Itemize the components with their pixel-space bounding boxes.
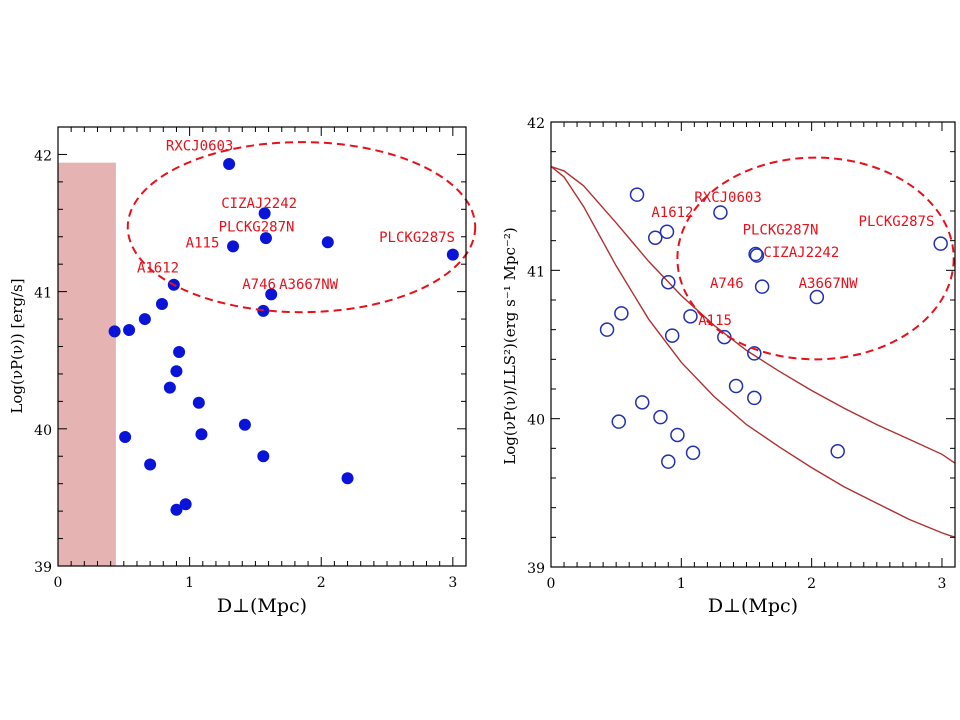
data-point (446, 248, 459, 261)
data-point (238, 418, 251, 431)
cluster-label: A746 (242, 277, 276, 293)
x-tick-label: 1 (677, 576, 686, 592)
shaded-region (58, 162, 116, 566)
cluster-label: RXCJ0603 (166, 138, 233, 154)
y-tick-label: 41 (527, 264, 545, 280)
y-tick-label: 42 (527, 116, 545, 132)
data-point (685, 445, 701, 461)
data-point (659, 224, 675, 240)
x-tick-label: 3 (448, 575, 457, 591)
cluster-label: PLCKG287S (379, 230, 455, 246)
cluster-label: RXCJ0603 (694, 190, 761, 206)
data-point (108, 325, 121, 338)
data-point (257, 450, 270, 463)
cluster-label: CIZAJ2242 (763, 245, 839, 261)
cluster-label: A3667NW (799, 276, 859, 292)
dashed-ellipse (126, 141, 477, 314)
data-point (341, 472, 354, 485)
data-point (170, 365, 183, 378)
y-tick-label: 40 (34, 423, 52, 439)
cluster-label: PLCKG287S (859, 214, 935, 230)
data-point (670, 427, 685, 443)
data-point (664, 328, 680, 343)
cluster-label: PLCKG287N (743, 223, 819, 239)
dashed-ellipse (676, 156, 955, 361)
x-axis-title: D⊥(Mpc) (708, 595, 798, 617)
cluster-label: A3667NW (279, 277, 339, 293)
y-tick-label: 40 (527, 413, 545, 429)
data-point (265, 288, 278, 301)
y-tick-label: 42 (34, 148, 52, 164)
data-point (634, 395, 650, 410)
y-tick-label: 39 (527, 561, 545, 577)
data-point (648, 230, 663, 245)
curve-upper (551, 165, 955, 464)
data-point (227, 240, 240, 253)
data-point (661, 274, 676, 290)
data-point (933, 236, 948, 251)
data-point (683, 309, 698, 324)
plot-frame (57, 126, 467, 567)
data-point (195, 428, 208, 441)
x-tick-label: 1 (185, 575, 194, 591)
data-point (223, 158, 236, 171)
data-point (155, 297, 168, 310)
data-point (830, 444, 845, 459)
y-tick-label: 39 (34, 560, 52, 576)
data-point (179, 498, 192, 511)
data-points (599, 187, 948, 469)
cluster-label: PLCKG287N (219, 219, 295, 235)
data-point (748, 246, 763, 262)
cluster-label: CIZAJ2242 (221, 196, 297, 212)
data-point (747, 390, 762, 406)
data-point (611, 414, 627, 429)
x-tick-label: 2 (807, 576, 816, 592)
data-point (321, 236, 334, 249)
data-point (259, 232, 272, 245)
model-curves (551, 165, 955, 538)
y-tick-label: 41 (34, 286, 52, 302)
x-axis-title: D⊥(Mpc) (217, 595, 307, 617)
data-point (653, 409, 668, 425)
cluster-label: A115 (698, 313, 732, 329)
data-point (119, 431, 132, 444)
data-point (163, 381, 176, 394)
x-tick-label: 0 (54, 575, 63, 591)
data-point (138, 313, 151, 326)
plot-frame (550, 121, 956, 568)
data-point (809, 289, 825, 305)
data-point (614, 306, 629, 321)
x-tick-label: 0 (547, 576, 556, 592)
data-point (599, 322, 615, 337)
data-point (629, 187, 645, 202)
data-point (713, 205, 728, 220)
curve-lower (551, 165, 955, 538)
data-point (144, 458, 157, 471)
data-point (258, 207, 271, 220)
right-chart-panel: 0 1 2 3 39 40 41 42 D⊥(Mpc) Log(νP(ν)/LLS²)(erg s… (501, 116, 956, 617)
cluster-label: A1612 (137, 260, 179, 276)
data-point (749, 248, 765, 263)
data-point (747, 346, 762, 361)
axis-ticks (57, 126, 467, 567)
axis-ticks (550, 121, 956, 568)
data-point (192, 396, 205, 409)
cluster-label: A1612 (651, 205, 693, 221)
data-point (661, 454, 676, 469)
y-axis-title: Log(νP(ν)) [erg/s] (8, 278, 26, 413)
x-tick-label: 3 (938, 576, 947, 592)
left-chart-panel: 0 1 2 3 39 40 41 42 D⊥(Mpc) Log(νP(ν)) [erg/s] RXC… (8, 126, 477, 617)
x-tick-label: 2 (317, 575, 326, 591)
cluster-label: A746 (710, 276, 744, 292)
y-axis-title: Log(νP(ν)/LLS²)(erg s⁻¹ Mpc⁻²) (501, 227, 519, 464)
data-point (123, 324, 136, 337)
data-point (728, 378, 744, 394)
cluster-label: A115 (186, 236, 220, 252)
data-point (173, 345, 186, 358)
data-point (170, 503, 183, 516)
data-point (754, 279, 770, 294)
